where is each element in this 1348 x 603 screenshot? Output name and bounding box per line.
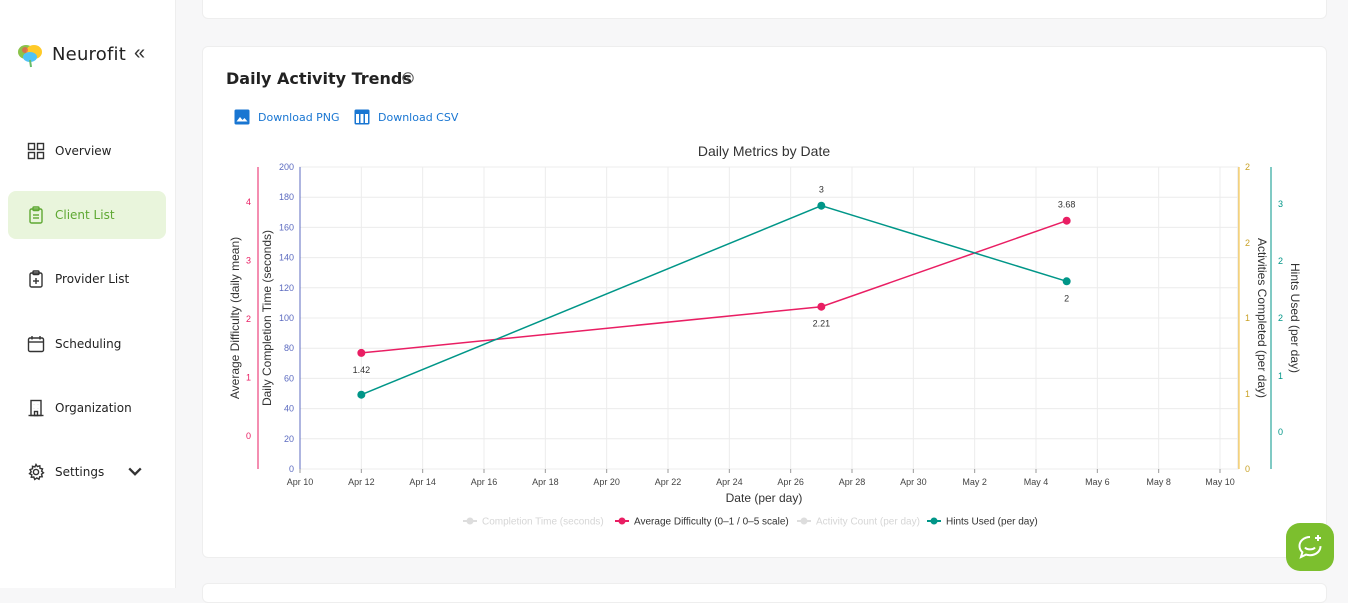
download-png-button[interactable]: Download PNG xyxy=(234,109,340,125)
chat-bubble-icon xyxy=(1298,535,1322,559)
sidebar-item-scheduling[interactable]: Scheduling xyxy=(8,320,166,368)
table-icon xyxy=(354,109,370,125)
clipboard-icon xyxy=(29,206,43,224)
brain-logo-icon xyxy=(18,45,42,68)
previous-card xyxy=(202,0,1327,19)
sidebar-item-label: Overview xyxy=(55,144,112,158)
app-name: Neurofit xyxy=(52,43,126,65)
sidebar-item-label: Organization xyxy=(55,401,132,415)
download-png-label: Download PNG xyxy=(258,110,340,124)
brand[interactable]: Neurofit xyxy=(16,40,126,68)
sidebar-item-provider-list[interactable]: Provider List xyxy=(8,255,166,303)
sidebar-item-label: Scheduling xyxy=(55,337,122,351)
collapse-sidebar-button[interactable]: « xyxy=(134,42,146,64)
sidebar-item-label: Client List xyxy=(55,208,115,222)
grid-icon xyxy=(27,142,45,160)
clipboard-plus-icon xyxy=(29,270,43,288)
sidebar-item-label: Provider List xyxy=(55,272,130,286)
calendar-icon xyxy=(27,336,45,353)
card-title: Daily Activity Trends xyxy=(226,69,412,88)
next-card xyxy=(202,583,1327,603)
download-csv-label: Download CSV xyxy=(378,110,459,124)
sidebar-item-label: Settings xyxy=(55,465,105,479)
sidebar-item-overview[interactable]: Overview xyxy=(8,127,166,175)
image-icon xyxy=(234,109,250,125)
gear-icon xyxy=(28,463,45,481)
daily-activity-trends-card: Daily Activity Trends Download PNG Downl… xyxy=(202,46,1327,558)
sidebar-item-settings[interactable]: Settings xyxy=(8,448,166,496)
sidebar: Neurofit « Overview Client List Provider… xyxy=(0,0,176,588)
sidebar-item-client-list[interactable]: Client List xyxy=(8,191,166,239)
download-csv-button[interactable]: Download CSV xyxy=(354,109,458,125)
sidebar-item-organization[interactable]: Organization xyxy=(8,384,166,432)
building-icon xyxy=(28,399,44,417)
chat-support-button[interactable] xyxy=(1286,523,1334,571)
info-icon[interactable] xyxy=(402,72,414,84)
chevron-down-icon xyxy=(126,462,144,483)
